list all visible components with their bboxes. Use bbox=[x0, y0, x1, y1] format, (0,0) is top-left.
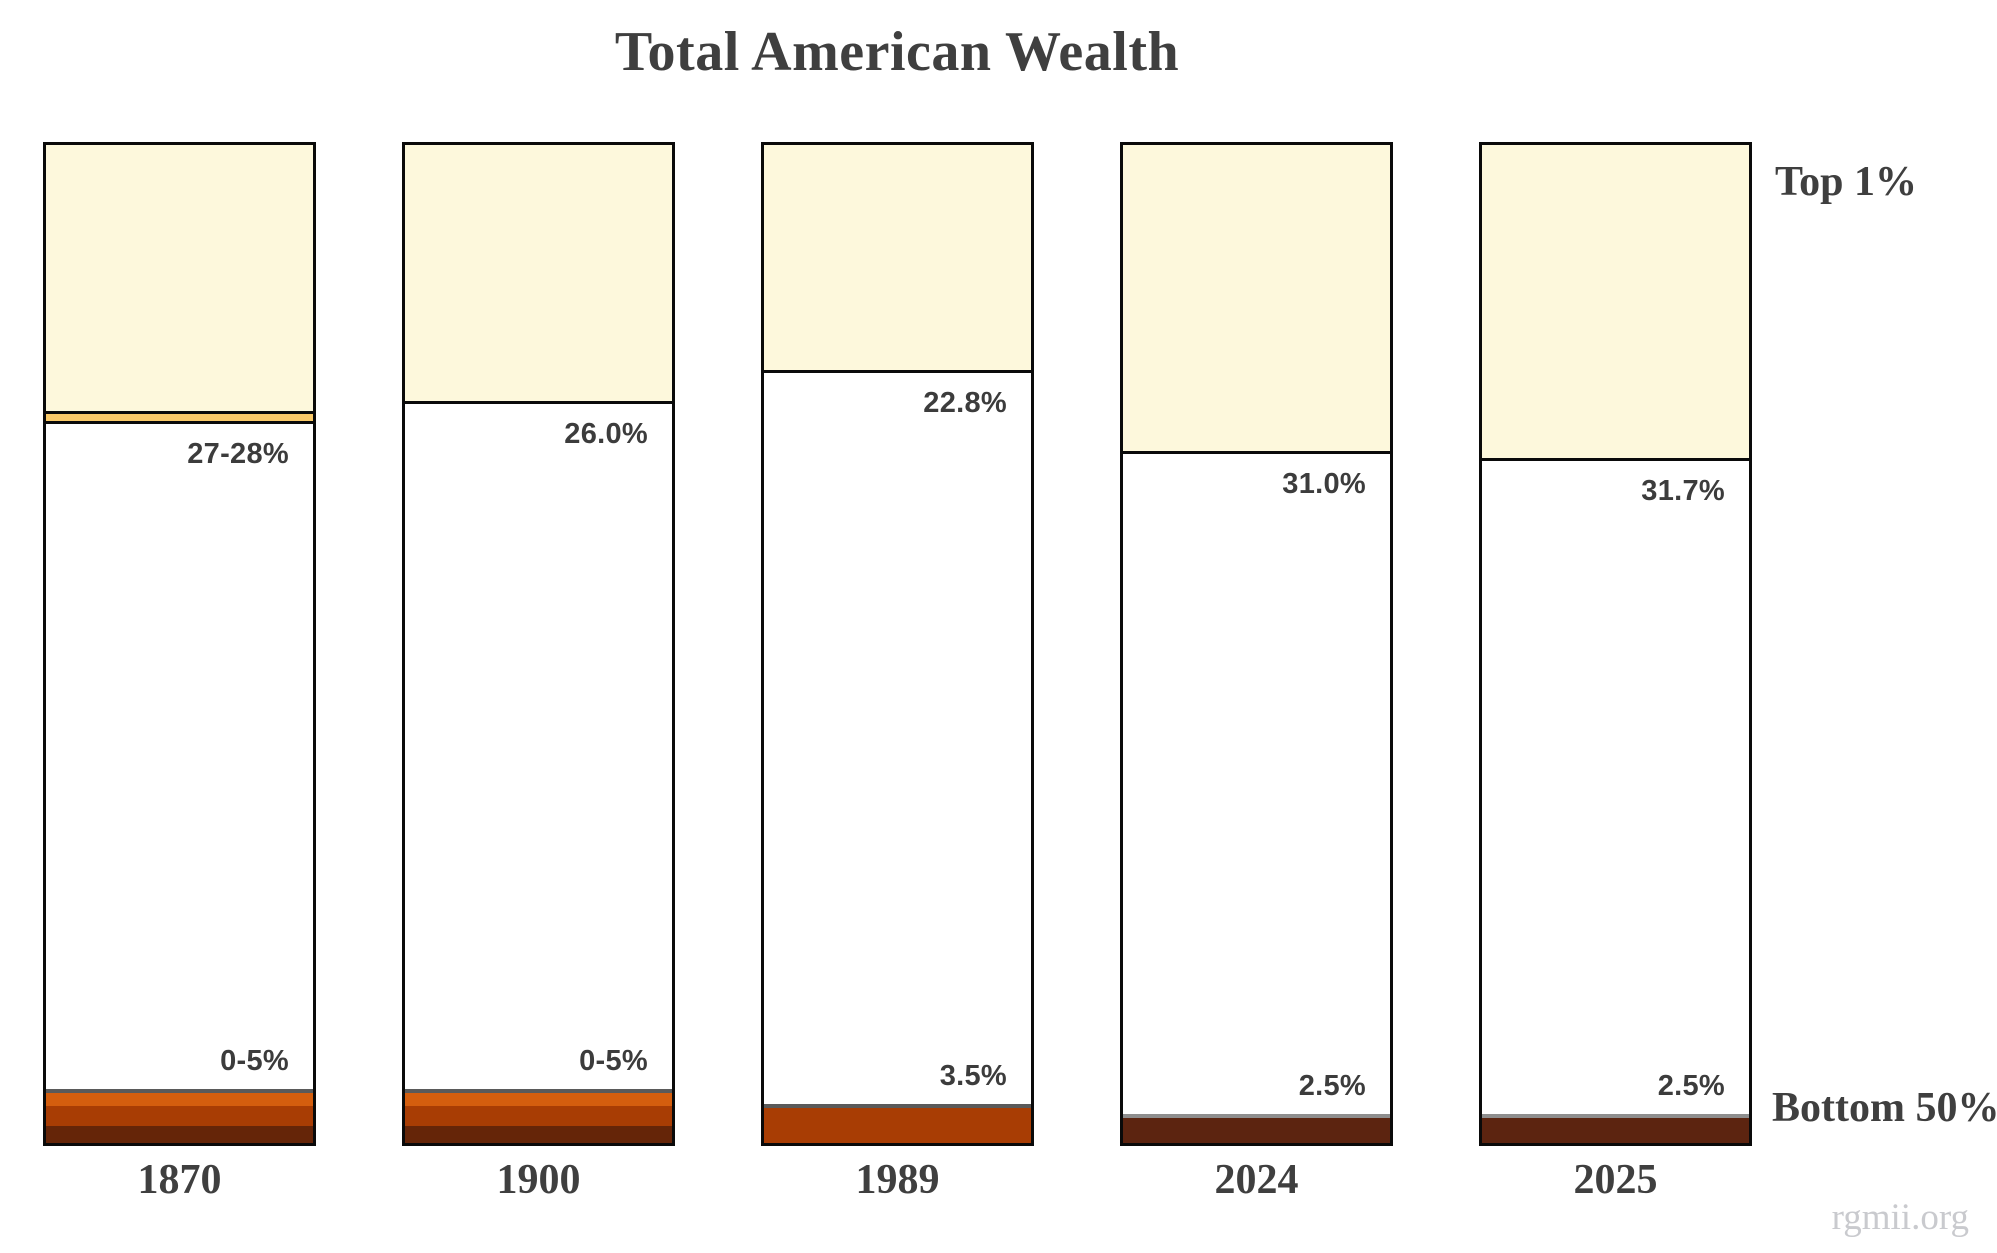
middle-segment: 31.7% 2.5% bbox=[1482, 461, 1749, 1115]
bottom-50pct-segment bbox=[1482, 1118, 1749, 1143]
divider-line bbox=[405, 1089, 672, 1094]
year-label-1870: 1870 bbox=[137, 1157, 222, 1203]
middle-segment: 22.8% 3.5% bbox=[764, 372, 1031, 1105]
year-label-2024: 2024 bbox=[1214, 1157, 1299, 1203]
wealth-bar-1870: 27-28% 0-5% bbox=[43, 142, 316, 1146]
top-1pct-segment bbox=[764, 145, 1031, 373]
watermark-rgmii: rgmii.org bbox=[1831, 1197, 1969, 1238]
divider-line bbox=[1482, 1114, 1749, 1119]
top-share-value-label: 31.7% bbox=[1641, 475, 1725, 508]
wealth-bar-1900: 26.0% 0-5% bbox=[402, 142, 675, 1146]
top-share-value-label: 22.8% bbox=[923, 386, 1007, 419]
legend-top-1pct-label: Top 1% bbox=[1775, 159, 1918, 205]
bottom-50pct-segment bbox=[46, 1093, 313, 1143]
bottom-share-value-label: 0-5% bbox=[579, 1045, 648, 1078]
top-1pct-segment bbox=[1123, 145, 1390, 455]
top-1pct-segment bbox=[1482, 145, 1749, 462]
wealth-bar-2025: 31.7% 2.5% bbox=[1479, 142, 1752, 1146]
wealth-bar-1989: 22.8% 3.5% bbox=[761, 142, 1034, 1146]
top-share-value-label: 31.0% bbox=[1282, 468, 1366, 501]
bottom-share-value-label: 2.5% bbox=[1298, 1070, 1366, 1103]
bottom-50pct-segment bbox=[764, 1108, 1031, 1143]
top-share-uncertainty-band bbox=[46, 414, 313, 425]
top-share-value-label: 27-28% bbox=[187, 438, 289, 471]
chart-title: Total American Wealth bbox=[614, 21, 1180, 83]
year-label-1900: 1900 bbox=[496, 1157, 581, 1203]
middle-segment: 31.0% 2.5% bbox=[1123, 454, 1390, 1115]
middle-segment: 27-28% 0-5% bbox=[46, 424, 313, 1090]
legend-bottom-50pct-label: Bottom 50% bbox=[1772, 1085, 1997, 1131]
top-share-value-label: 26.0% bbox=[564, 418, 648, 451]
top-1pct-segment bbox=[405, 145, 672, 405]
divider-line bbox=[764, 1104, 1031, 1109]
bottom-share-value-label: 3.5% bbox=[939, 1060, 1007, 1093]
divider-line bbox=[46, 1089, 313, 1094]
bottom-share-value-label: 0-5% bbox=[220, 1045, 289, 1078]
year-label-2025: 2025 bbox=[1573, 1157, 1658, 1203]
bottom-50pct-segment bbox=[1123, 1118, 1390, 1143]
middle-segment: 26.0% 0-5% bbox=[405, 404, 672, 1090]
bottom-50pct-segment bbox=[405, 1093, 672, 1143]
divider-line bbox=[1123, 1114, 1390, 1119]
bottom-share-value-label: 2.5% bbox=[1657, 1070, 1725, 1103]
year-label-1989: 1989 bbox=[855, 1157, 940, 1203]
wealth-bar-2024: 31.0% 2.5% bbox=[1120, 142, 1393, 1146]
top-1pct-segment bbox=[46, 145, 313, 415]
